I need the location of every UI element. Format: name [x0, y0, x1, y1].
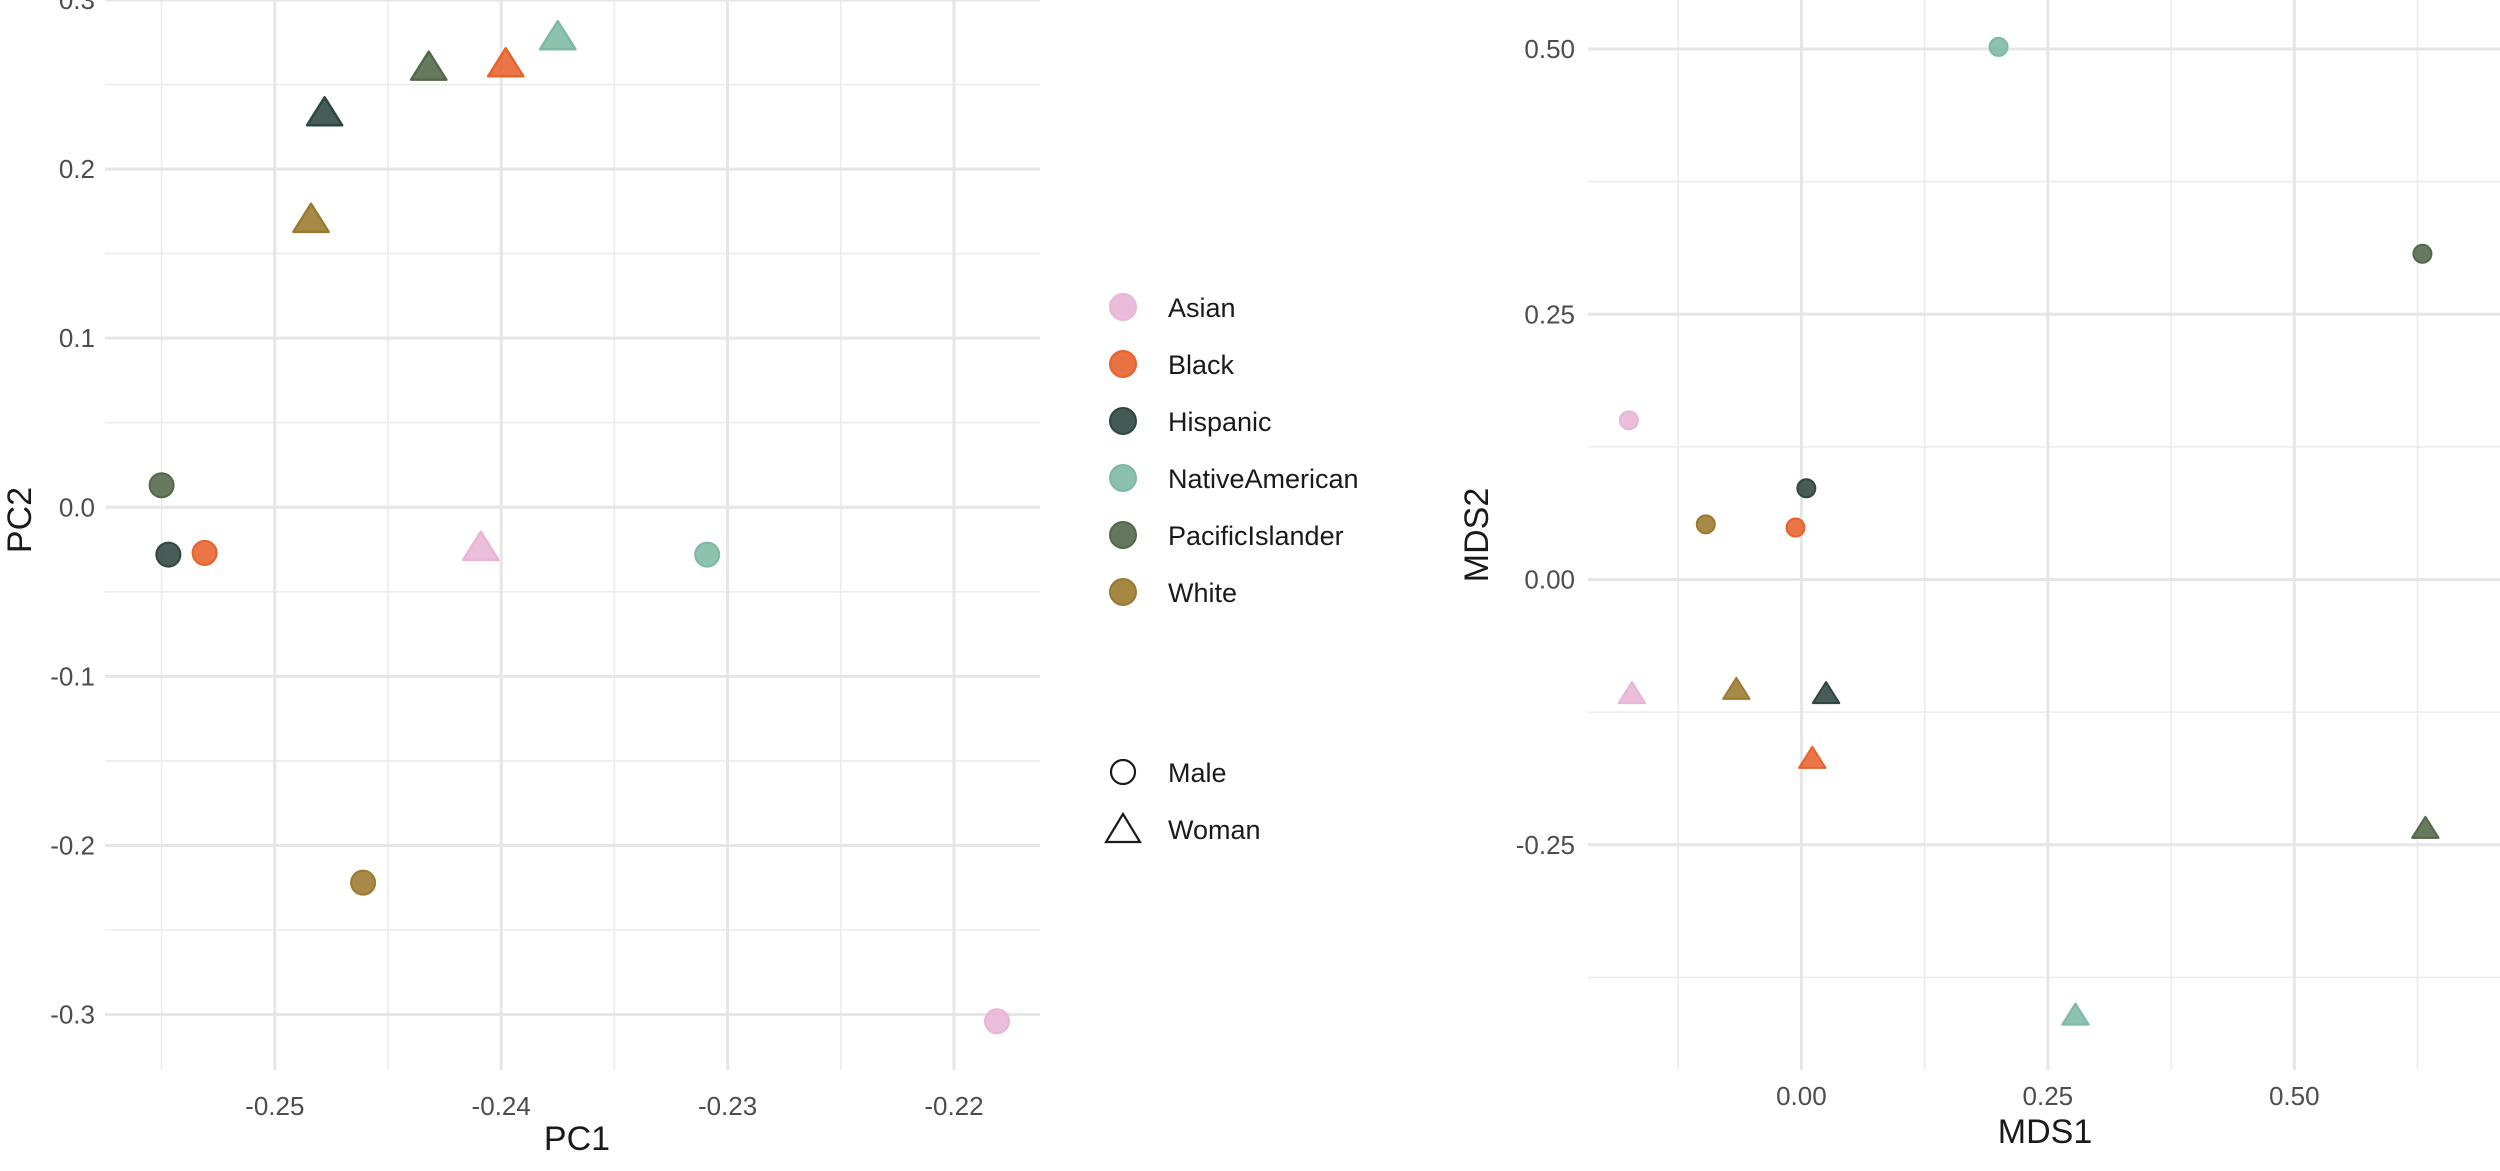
pca-point-asian-male	[983, 1008, 1010, 1035]
legend-key-male	[1109, 758, 1137, 786]
mds-panel: 0.00 0.25 0.50 0.50 0.25 0.00 -0.25 MDS1 MDS2	[1458, 0, 2500, 1151]
pca-x-tick-label: -0.25	[245, 1091, 304, 1121]
pca-point-black-male	[191, 539, 218, 566]
pca-y-tick-label: 0.3	[59, 0, 95, 15]
pca-x-tick-label: -0.24	[472, 1091, 531, 1121]
pca-point-pacificislander-male	[148, 472, 175, 499]
pca-y-axis-title: PC2	[1, 487, 39, 553]
mds-point-asian-male	[1618, 410, 1639, 431]
pca-y-tick-label: 0.0	[59, 492, 95, 522]
pca-panel: -0.25 -0.24 -0.23 -0.22 0.3 0.2 0.1 0.0 -0.1 -0.2…	[1, 0, 1040, 1158]
legend-group-entries: Asian Black Hispanic NativeAmerican PacificI…	[1109, 293, 1359, 608]
mds-x-tick-label: 0.25	[2023, 1081, 2074, 1111]
legend-label-white: White	[1168, 578, 1237, 608]
pca-point-nativeamerican-woman	[538, 19, 577, 51]
legend-key-asian	[1109, 293, 1137, 321]
pca-gridlines	[105, 0, 1040, 1070]
pca-y-tick-label: 0.2	[59, 154, 95, 184]
pca-y-tick-label: -0.3	[50, 1000, 95, 1030]
pca-x-tick-label: -0.23	[698, 1091, 757, 1121]
legend: Asian Black Hispanic NativeAmerican PacificI…	[1104, 293, 1359, 845]
mds-x-tick-label: 0.50	[2269, 1081, 2320, 1111]
legend-label-nativeamerican: NativeAmerican	[1168, 464, 1359, 494]
mds-x-axis-title: MDS1	[1998, 1113, 2092, 1151]
mds-point-nativeamerican-woman	[2061, 1002, 2090, 1026]
mds-point-asian-woman	[1617, 681, 1647, 705]
legend-key-pacificislander	[1109, 521, 1137, 549]
pca-point-hispanic-woman	[305, 96, 344, 127]
mds-y-tick-label: -0.25	[1516, 830, 1575, 860]
mds-point-pacificislander-male	[2412, 243, 2433, 264]
legend-key-hispanic	[1109, 407, 1137, 435]
pca-x-tick-label: -0.22	[924, 1091, 983, 1121]
pca-points	[148, 19, 1010, 1035]
legend-key-nativeamerican	[1109, 464, 1137, 492]
legend-label-male: Male	[1168, 758, 1227, 788]
legend-label-woman: Woman	[1168, 815, 1261, 845]
legend-key-woman	[1104, 811, 1142, 844]
mds-tick-labels: 0.00 0.25 0.50 0.50 0.25 0.00 -0.25	[1516, 34, 2320, 1111]
pca-point-black-woman	[486, 47, 525, 78]
mds-point-white-male	[1695, 514, 1716, 535]
pca-point-white-male	[350, 869, 377, 896]
pca-point-white-woman	[292, 202, 330, 234]
legend-key-white	[1109, 578, 1137, 606]
mds-point-black-male	[1785, 517, 1806, 538]
legend-label-black: Black	[1168, 350, 1235, 380]
mds-point-black-woman	[1798, 745, 1827, 769]
mds-y-tick-label: 0.25	[1524, 299, 1575, 329]
mds-points	[1617, 36, 2440, 1026]
legend-key-black	[1109, 350, 1137, 378]
mds-y-axis-title: MDS2	[1458, 488, 1496, 582]
pca-point-nativeamerican-male	[694, 541, 721, 568]
pca-tick-labels: -0.25 -0.24 -0.23 -0.22 0.3 0.2 0.1 0.0 -0.1 -0.2…	[50, 0, 983, 1121]
pca-y-tick-label: 0.1	[59, 323, 95, 353]
legend-label-asian: Asian	[1168, 293, 1236, 323]
pca-x-axis-title: PC1	[544, 1120, 610, 1158]
legend-shape-entries: Male Woman	[1104, 758, 1261, 845]
legend-label-pacificislander: PacificIslander	[1168, 521, 1344, 551]
mds-x-tick-label: 0.00	[1776, 1081, 1827, 1111]
pca-point-asian-woman	[461, 530, 500, 562]
mds-y-tick-label: 0.50	[1524, 34, 1575, 64]
mds-point-pacificislander-woman	[2411, 815, 2440, 839]
pca-y-tick-label: -0.1	[50, 661, 95, 691]
mds-point-nativeamerican-male	[1988, 36, 2009, 57]
mds-point-white-woman	[1722, 676, 1751, 700]
mds-gridlines	[1588, 0, 2500, 1070]
mds-point-hispanic-male	[1796, 478, 1817, 499]
mds-point-hispanic-woman	[1811, 681, 1841, 705]
pca-point-hispanic-male	[155, 541, 182, 568]
pca-point-pacificislander-woman	[409, 50, 448, 81]
pca-y-tick-label: -0.2	[50, 830, 95, 860]
mds-y-tick-label: 0.00	[1524, 565, 1575, 595]
legend-label-hispanic: Hispanic	[1168, 407, 1272, 437]
